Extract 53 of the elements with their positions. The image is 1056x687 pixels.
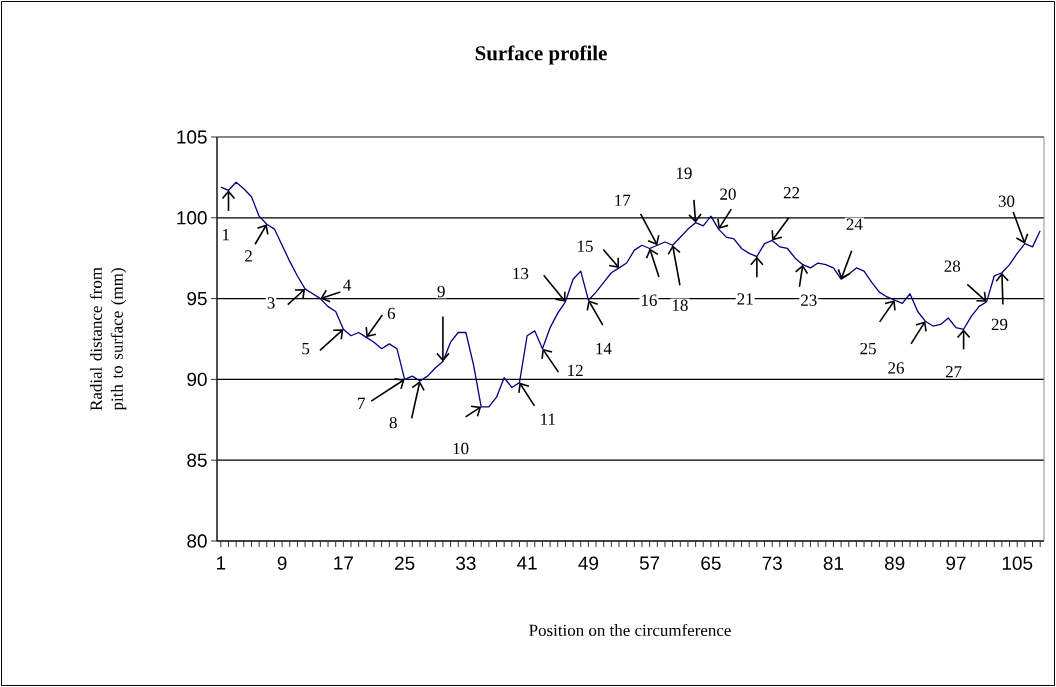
annotation: 29 xyxy=(991,318,1008,331)
x-tick-label: 49 xyxy=(578,556,599,570)
annotation: 19 xyxy=(676,167,692,179)
annotation: 2 xyxy=(245,250,252,262)
x-tick-label: 73 xyxy=(762,556,782,570)
x-tick-label: 97 xyxy=(946,556,966,570)
annotation: 8 xyxy=(389,416,397,429)
annotation: 6 xyxy=(387,307,396,320)
y-tick-label: 80 xyxy=(187,534,207,548)
annotation: 18 xyxy=(672,299,688,311)
x-tick-label: 9 xyxy=(277,556,287,570)
annotation: 22 xyxy=(783,187,800,199)
annotation: 1 xyxy=(223,229,230,241)
x-tick-label: 65 xyxy=(701,556,721,570)
x-axis-title: Position on the circumference xyxy=(529,623,731,637)
chart-title: Surface profile xyxy=(475,45,607,65)
annotation: 25 xyxy=(860,342,876,355)
annotation: 5 xyxy=(302,343,310,355)
annotation: 23 xyxy=(801,294,817,306)
annotation: 13 xyxy=(513,267,529,280)
y-tick-label: 105 xyxy=(177,130,207,144)
annotation: 27 xyxy=(945,366,962,378)
x-tick-label: 17 xyxy=(334,556,353,570)
annotation: 15 xyxy=(578,240,593,252)
annotation: 16 xyxy=(641,294,657,306)
annotation: 20 xyxy=(720,188,736,200)
x-tick-label: 57 xyxy=(639,556,660,570)
annotation: 14 xyxy=(596,343,612,355)
annotation: 10 xyxy=(453,442,469,455)
annotation: 3 xyxy=(267,297,275,309)
annotation: 11 xyxy=(541,413,555,425)
x-tick-label: 81 xyxy=(823,556,844,570)
annotation: 24 xyxy=(846,218,863,230)
annotation: 9 xyxy=(437,285,445,298)
annotation: 21 xyxy=(737,293,753,305)
annotation: 7 xyxy=(358,397,365,409)
y-tick-label: 95 xyxy=(187,291,207,306)
x-tick-label: 105 xyxy=(1002,556,1033,570)
y-tick-label: 90 xyxy=(187,372,207,387)
annotation: 4 xyxy=(343,279,352,291)
annotation: 28 xyxy=(944,260,961,272)
x-tick-label: 41 xyxy=(517,556,537,570)
x-tick-label: 33 xyxy=(456,556,476,570)
x-tick-label: 89 xyxy=(884,556,905,570)
x-tick-label: 1 xyxy=(217,556,226,570)
y-tick-label: 85 xyxy=(187,453,207,467)
y-axis-title: Radial distance from pith to surface (mm) xyxy=(89,267,127,411)
x-tick-label: 25 xyxy=(395,556,415,570)
annotation: 17 xyxy=(615,194,631,206)
annotation: 12 xyxy=(568,364,583,376)
annotation: 26 xyxy=(888,362,904,374)
annotation: 30 xyxy=(998,195,1015,207)
y-tick-label: 100 xyxy=(177,211,207,225)
